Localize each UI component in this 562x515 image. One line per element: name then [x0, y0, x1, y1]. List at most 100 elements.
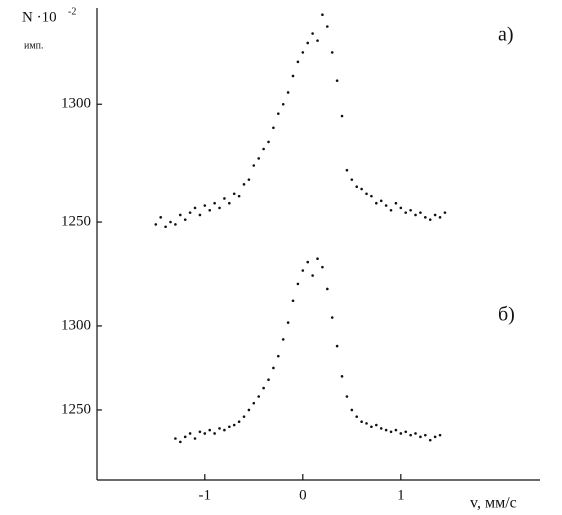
point — [330, 51, 334, 54]
point — [311, 32, 314, 35]
point — [394, 428, 398, 432]
point — [291, 299, 295, 303]
point — [291, 74, 295, 78]
point — [232, 192, 236, 196]
point — [379, 199, 383, 203]
point — [355, 415, 359, 418]
point — [193, 437, 197, 440]
point — [316, 39, 319, 42]
point — [218, 206, 221, 210]
point — [399, 432, 403, 435]
point — [379, 427, 383, 430]
point — [419, 211, 422, 214]
point — [350, 178, 354, 181]
point — [345, 395, 349, 398]
panel-label: б) — [498, 304, 515, 326]
point — [340, 375, 344, 378]
point — [281, 102, 285, 106]
point — [164, 225, 167, 229]
point — [281, 338, 285, 341]
point — [252, 401, 256, 405]
point — [414, 432, 417, 435]
point — [188, 432, 192, 435]
point — [232, 423, 236, 427]
point — [223, 428, 226, 432]
point — [237, 420, 241, 424]
point — [370, 425, 373, 429]
point — [296, 282, 300, 286]
point — [424, 216, 427, 219]
point — [409, 208, 412, 212]
point — [218, 427, 221, 430]
point — [350, 408, 354, 412]
point — [301, 51, 305, 54]
point — [316, 257, 319, 261]
point — [335, 79, 339, 82]
x-tick-label: 0 — [299, 487, 307, 503]
point — [169, 220, 172, 224]
point — [409, 433, 412, 437]
point — [414, 213, 417, 217]
point — [159, 216, 163, 219]
y-tick-label: 1300 — [61, 317, 91, 333]
point — [419, 435, 422, 439]
point — [428, 438, 432, 442]
point — [267, 378, 270, 382]
point — [389, 430, 393, 434]
point — [443, 211, 447, 214]
point — [326, 25, 329, 28]
point — [306, 41, 310, 45]
point — [237, 194, 241, 198]
point — [193, 206, 197, 210]
point — [228, 425, 231, 429]
point — [399, 206, 403, 210]
point — [360, 187, 363, 191]
y-tick-label: 1250 — [61, 213, 91, 229]
panel-label: а) — [498, 24, 514, 46]
point — [438, 216, 442, 219]
point — [326, 287, 329, 291]
point — [340, 114, 344, 118]
y-axis-label-exponent: -2 — [68, 6, 76, 17]
point — [242, 183, 246, 186]
point — [321, 13, 324, 17]
point — [267, 140, 270, 144]
point — [262, 147, 265, 151]
point — [301, 269, 305, 272]
point — [365, 192, 368, 196]
point — [228, 201, 231, 205]
point — [203, 432, 207, 435]
y-tick-label: 1250 — [61, 401, 91, 417]
x-tick-label: -1 — [199, 487, 212, 503]
point — [345, 168, 349, 172]
point — [247, 178, 251, 181]
point — [335, 344, 339, 348]
point — [174, 223, 177, 226]
y-axis-unit: имп. — [24, 40, 44, 51]
point — [286, 91, 290, 94]
point — [179, 440, 182, 444]
point — [433, 213, 437, 217]
point — [428, 218, 432, 221]
point — [384, 428, 388, 432]
point — [223, 197, 226, 200]
point — [321, 265, 324, 269]
point — [257, 395, 261, 398]
point — [311, 274, 314, 277]
point — [375, 201, 378, 205]
point — [424, 433, 427, 437]
point — [252, 164, 256, 167]
point — [179, 213, 182, 217]
point — [404, 430, 408, 434]
point — [247, 408, 251, 412]
point — [394, 201, 398, 205]
point — [404, 211, 408, 214]
point — [365, 422, 368, 425]
point — [154, 223, 158, 226]
point — [330, 316, 334, 319]
point — [370, 194, 373, 198]
point — [296, 60, 300, 64]
point — [198, 213, 202, 217]
point — [198, 430, 202, 434]
